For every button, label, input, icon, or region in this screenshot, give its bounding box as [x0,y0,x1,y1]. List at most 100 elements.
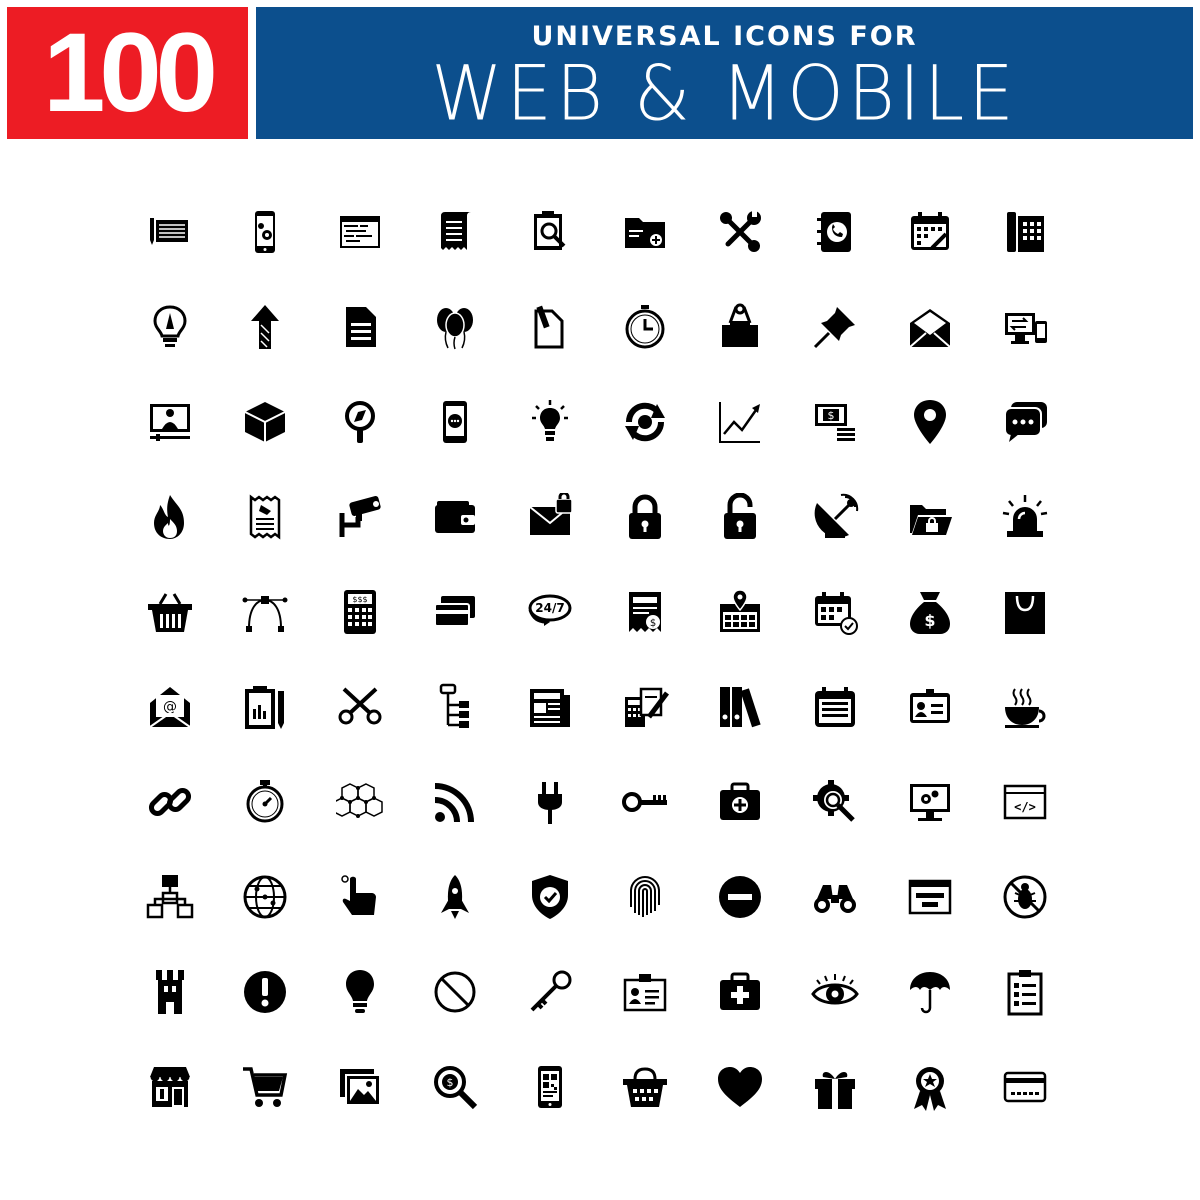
satellite-dish-icon [787,469,882,564]
icon-grid: $ $$$ 24/7 $ $ @ </> $ [122,184,1122,1134]
idea-bulb-icon-glyph [531,399,568,441]
map-pin-icon-glyph [913,399,946,444]
location-calendar-icon-glyph [719,588,760,632]
fire-icon-glyph [153,494,184,539]
no-bugs-icon-glyph [1003,875,1046,918]
sitemap-tree-icon-glyph [439,683,469,728]
rss-feed-icon [407,754,502,849]
security-camera-icon-glyph [339,495,381,537]
secure-mail-icon [502,469,597,564]
line-chart-icon [692,374,787,469]
lightbulb-pen-icon-glyph [152,304,187,347]
rocket-icon-glyph [440,874,469,919]
icon-glyph-text: $ [924,611,935,630]
growth-arrows-icon [217,279,312,374]
icon-glyph-text: $ [827,409,834,422]
umbrella-icon-glyph [909,971,950,1013]
power-plug-icon-glyph [537,781,562,824]
pencil-notepad-icon [122,184,217,279]
newspaper-icon-glyph [529,688,570,727]
chat-bubbles-icon-glyph [1003,401,1047,442]
secure-mail-icon-glyph [528,492,573,535]
prohibited-icon [407,944,502,1039]
molecule-network-icon [312,754,407,849]
scissors-icon-glyph [338,687,381,724]
icon-glyph-text: $$$ [352,595,367,604]
first-aid-kit-icon-glyph [719,972,760,1010]
id-card-icon-glyph [909,688,950,723]
money-stack-icon: $ [787,374,882,469]
credit-cards-icon-glyph [433,595,475,627]
binoculars-icon-glyph [813,884,856,913]
browser-code-icon [312,184,407,279]
qr-mobile-icon [502,1039,597,1134]
chat-bubbles-icon [977,374,1072,469]
alert-icon [217,944,312,1039]
card-payment-icon [977,1039,1072,1134]
heart-icon [692,1039,787,1134]
shield-check-icon [502,849,597,944]
fax-machine-icon [977,184,1072,279]
wallet-icon [407,469,502,564]
sync-icon-glyph [624,402,665,441]
gear-search-icon-glyph [812,779,855,822]
stopwatch-icon [597,279,692,374]
award-ribbon-icon-glyph [913,1066,946,1111]
toolbox-icon-glyph [719,782,760,820]
shopping-bag-icon [977,564,1072,659]
money-search-icon: $ [407,1039,502,1134]
banner-title: WEB & MOBILE [431,48,1018,138]
bezier-curve-icon [217,564,312,659]
eye-icon [787,944,882,1039]
devices-sync-icon [977,279,1072,374]
books-binders-icon-glyph [719,686,761,727]
shopping-cart-icon [217,1039,312,1134]
email-at-icon: @ [122,659,217,754]
invoice-icon-glyph: $ [628,591,661,632]
globe-icon [217,849,312,944]
magnifier-compass-icon-glyph [344,400,375,443]
basket-icon [597,1039,692,1134]
line-chart-icon-glyph [718,401,760,443]
icon-glyph-text: </> [1014,800,1036,814]
store-icon [122,1039,217,1134]
login-window-icon [882,849,977,944]
video-conference-icon [122,374,217,469]
mobile-chat-icon-glyph [442,400,467,443]
sitemap-tree-icon [407,659,502,754]
skeleton-key-icon [502,944,597,1039]
award-ribbon-icon [882,1039,977,1134]
document-icon [312,279,407,374]
locked-folder-icon [882,469,977,564]
credit-cards-icon [407,564,502,659]
browser-code-icon-glyph [339,215,380,248]
toolbox-icon [692,754,787,849]
security-camera-icon [312,469,407,564]
card-payment-icon-glyph [1003,1071,1046,1102]
mobile-settings-icon [217,184,312,279]
locked-folder-icon-glyph [909,504,952,535]
code-window-icon: </> [977,754,1072,849]
minus-circle-icon-glyph [718,875,761,918]
rss-feed-icon-glyph [434,782,474,822]
wrench-screwdriver-icon-glyph [719,210,761,252]
email-at-icon-glyph: @ [148,686,191,728]
globe-icon-glyph [243,875,286,918]
timer-icon [217,754,312,849]
money-bag-icon: $ [882,564,977,659]
image-gallery-icon [312,1039,407,1134]
calendar-icon [787,659,882,754]
push-pin-icon [787,279,882,374]
padlock-icon [597,469,692,564]
file-edit-icon-glyph [534,305,563,348]
stopwatch-icon-glyph [625,304,664,348]
calendar-icon-glyph [814,686,855,727]
support-247-icon-glyph: 24/7 [528,594,571,626]
file-edit-icon [502,279,597,374]
books-binders-icon [692,659,787,754]
gift-icon-glyph [814,1071,855,1109]
minus-circle-icon [692,849,787,944]
unlocked-padlock-icon-glyph [723,492,756,539]
clipboard-report-icon [217,659,312,754]
network-hierarchy-icon-glyph [146,874,193,918]
